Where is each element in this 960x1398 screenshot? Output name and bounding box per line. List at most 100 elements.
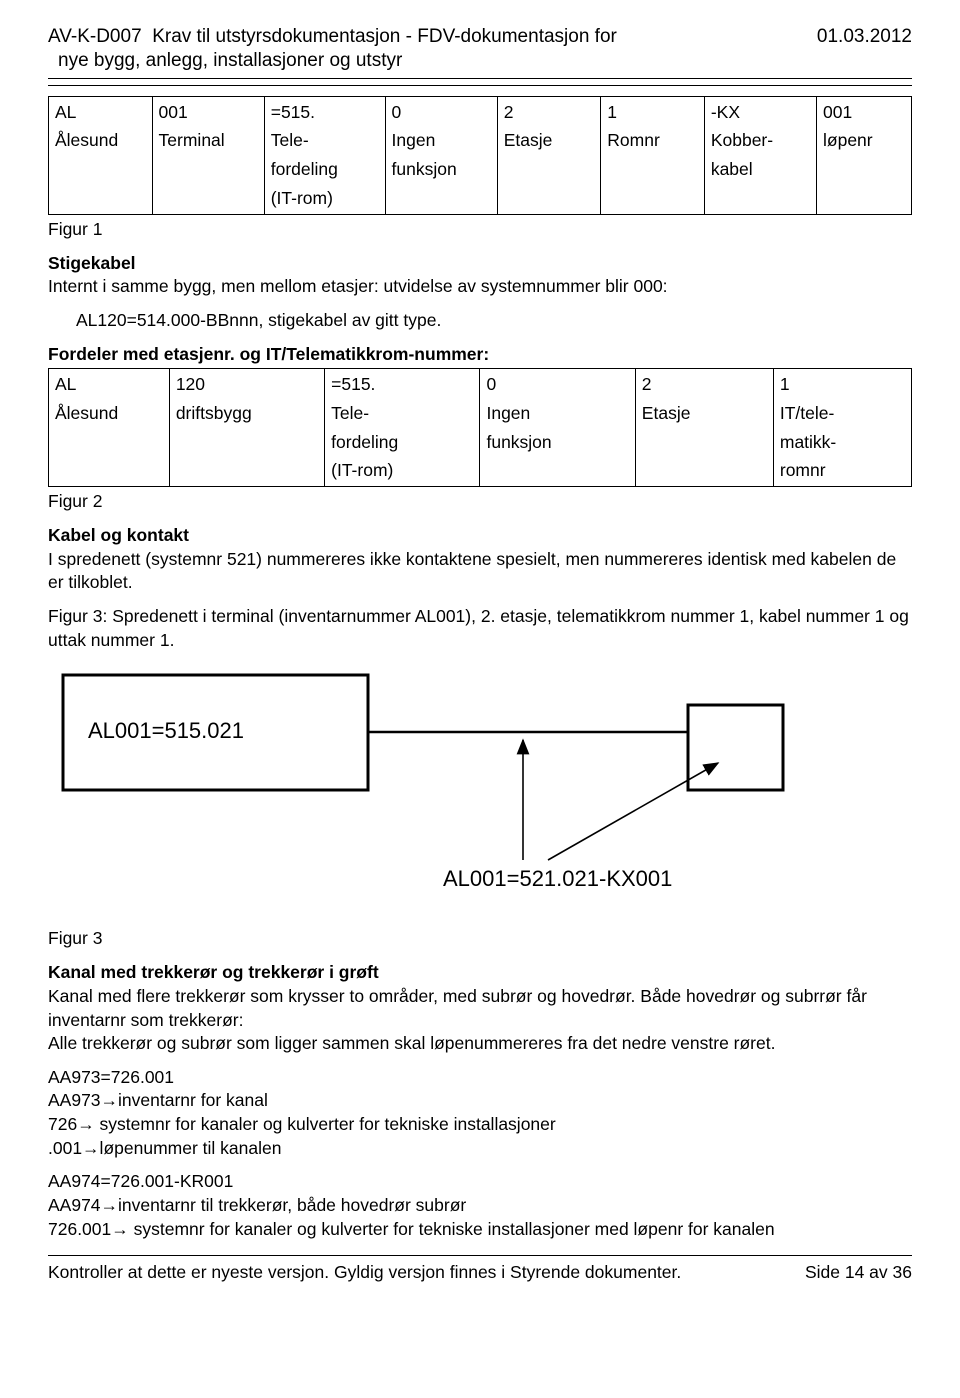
footer-left: Kontroller at dette er nyeste versjon. G…	[48, 1262, 681, 1283]
cell: Tele-	[264, 126, 385, 155]
cell: AL	[49, 369, 170, 399]
cell: Ålesund	[49, 126, 153, 155]
title-line1: Krav til utstyrsdokumentasjon - FDV-doku…	[152, 26, 617, 47]
cell	[480, 456, 635, 486]
table-row: (IT-rom) romnr	[49, 456, 912, 486]
cell: 2	[497, 96, 601, 126]
figur3-caption: Figur 3	[48, 928, 912, 949]
svg-text:AL001=515.021: AL001=515.021	[88, 718, 244, 743]
document-page: AV-K-D007 Krav til utstyrsdokumentasjon …	[0, 0, 960, 1303]
cell	[385, 184, 497, 214]
stigekabel-line1: Internt i samme bygg, men mellom etasjer…	[48, 276, 668, 296]
cell: Ingen	[480, 399, 635, 428]
cell: Romnr	[601, 126, 705, 155]
kanal-c1l2: 726→ systemnr for kanaler og kulverter f…	[48, 1114, 556, 1134]
footer-right: Side 14 av 36	[805, 1262, 912, 1283]
cell: 2	[635, 369, 773, 399]
kanal-c1l3: .001→løpenummer til kanalen	[48, 1138, 281, 1158]
kanal-code2-block: AA974=726.001-KR001 AA974→inventarnr til…	[48, 1170, 912, 1241]
cell: fordeling	[264, 155, 385, 184]
cell	[817, 184, 912, 214]
header-title-block: AV-K-D007 Krav til utstyrsdokumentasjon …	[48, 24, 617, 50]
diagram-svg: AL001=515.021 AL001=521.021-KX001	[48, 670, 828, 900]
cell: 001	[152, 96, 264, 126]
cell: Ålesund	[49, 399, 170, 428]
cell: AL	[49, 96, 153, 126]
cell: Kobber-	[704, 126, 816, 155]
page-header: AV-K-D007 Krav til utstyrsdokumentasjon …	[48, 24, 912, 86]
kanal-code1: AA973=726.001	[48, 1067, 174, 1087]
figur1-caption: Figur 1	[48, 219, 912, 240]
table-figur2: AL 120 =515. 0 2 1 Ålesund driftsbygg Te…	[48, 368, 912, 487]
cell	[635, 428, 773, 457]
table-row: AL 001 =515. 0 2 1 -KX 001	[49, 96, 912, 126]
cell	[169, 456, 324, 486]
cell: romnr	[773, 456, 911, 486]
kanal-code2: AA974=726.001-KR001	[48, 1171, 233, 1191]
svg-text:AL001=521.021-KX001: AL001=521.021-KX001	[443, 866, 672, 891]
cell: -KX	[704, 96, 816, 126]
cell	[601, 184, 705, 214]
cell	[152, 155, 264, 184]
table-row: fordeling funksjon matikk-	[49, 428, 912, 457]
figur3-diagram: AL001=515.021 AL001=521.021-KX001	[48, 670, 912, 900]
kanal-block: Kanal med trekkerør og trekkerør i grøft…	[48, 961, 912, 1056]
cell: fordeling	[325, 428, 480, 457]
kabel-block: Kabel og kontakt I spredenett (systemnr …	[48, 524, 912, 595]
cell	[497, 155, 601, 184]
cell: 001	[817, 96, 912, 126]
title-line2: nye bygg, anlegg, installasjoner og utst…	[48, 50, 912, 79]
table-figur1: AL 001 =515. 0 2 1 -KX 001 Ålesund Termi…	[48, 96, 912, 215]
cell: funksjon	[385, 155, 497, 184]
cell: =515.	[264, 96, 385, 126]
fig3-intro: Figur 3: Spredenett i terminal (inventar…	[48, 605, 912, 652]
cell	[49, 155, 153, 184]
kanal-heading: Kanal med trekkerør og trekkerør i grøft	[48, 962, 379, 982]
cell: Terminal	[152, 126, 264, 155]
cell: 120	[169, 369, 324, 399]
kanal-p2: Alle trekkerør og subrør som ligger samm…	[48, 1033, 775, 1053]
cell: funksjon	[480, 428, 635, 457]
cell	[704, 184, 816, 214]
cell: 0	[480, 369, 635, 399]
kanal-c2l1: AA974→inventarnr til trekkerør, både hov…	[48, 1195, 466, 1215]
header-date: 01.03.2012	[817, 24, 912, 50]
cell: Ingen	[385, 126, 497, 155]
kanal-code1-block: AA973=726.001 AA973→inventarnr for kanal…	[48, 1066, 912, 1161]
cell: matikk-	[773, 428, 911, 457]
cell	[49, 456, 170, 486]
cell: 1	[601, 96, 705, 126]
cell: =515.	[325, 369, 480, 399]
cell: IT/tele-	[773, 399, 911, 428]
doc-code: AV-K-D007	[48, 26, 142, 47]
cell: Etasje	[635, 399, 773, 428]
stigekabel-code: AL120=514.000-BBnnn, stigekabel av gitt …	[76, 309, 912, 333]
cell: 1	[773, 369, 911, 399]
kanal-c1l1: AA973→inventarnr for kanal	[48, 1090, 268, 1110]
table-row: fordeling funksjon kabel	[49, 155, 912, 184]
cell: kabel	[704, 155, 816, 184]
page-footer: Kontroller at dette er nyeste versjon. G…	[48, 1255, 912, 1283]
kabel-heading: Kabel og kontakt	[48, 525, 189, 545]
figur2-caption: Figur 2	[48, 491, 912, 512]
cell: (IT-rom)	[325, 456, 480, 486]
cell	[817, 155, 912, 184]
kabel-para: I spredenett (systemnr 521) nummereres i…	[48, 549, 896, 593]
kanal-c2l2: 726.001→ systemnr for kanaler og kulvert…	[48, 1219, 775, 1239]
cell: driftsbygg	[169, 399, 324, 428]
cell	[601, 155, 705, 184]
cell	[49, 428, 170, 457]
table-row: Ålesund Terminal Tele- Ingen Etasje Romn…	[49, 126, 912, 155]
table-row: AL 120 =515. 0 2 1	[49, 369, 912, 399]
cell	[497, 184, 601, 214]
kanal-p1: Kanal med flere trekkerør som krysser to…	[48, 986, 867, 1030]
cell: 0	[385, 96, 497, 126]
cell	[152, 184, 264, 214]
cell	[635, 456, 773, 486]
cell	[169, 428, 324, 457]
cell: (IT-rom)	[264, 184, 385, 214]
cell: Etasje	[497, 126, 601, 155]
table-row: (IT-rom)	[49, 184, 912, 214]
cell: løpenr	[817, 126, 912, 155]
stigekabel-heading: Stigekabel	[48, 253, 136, 273]
